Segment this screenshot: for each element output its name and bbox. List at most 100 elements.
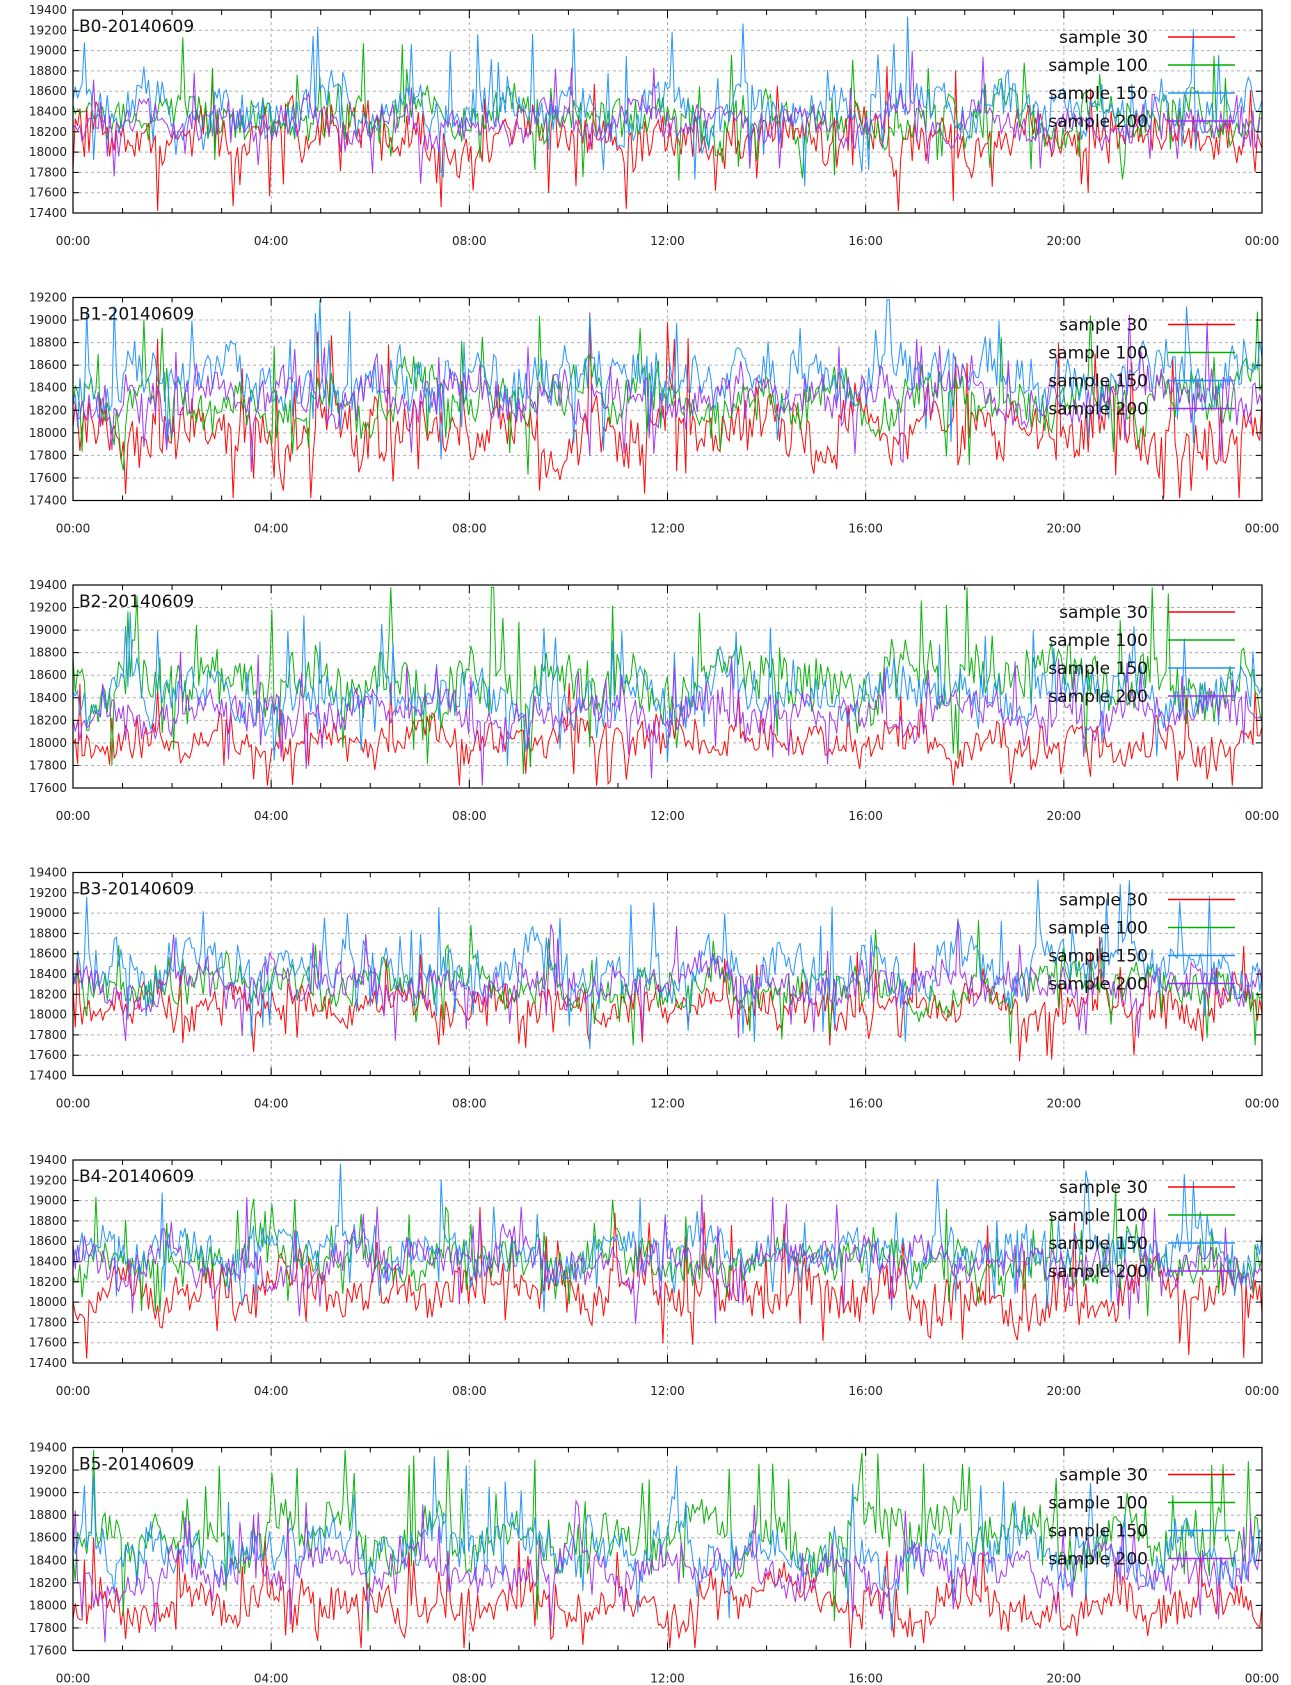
y-tick-label: 19200 xyxy=(29,23,67,37)
x-tick-label: 08:00 xyxy=(452,1097,487,1111)
series-line xyxy=(72,1188,1263,1317)
legend-label: sample 30 xyxy=(1059,1466,1148,1486)
x-tick-label: 20:00 xyxy=(1047,234,1082,248)
y-tick-label: 18800 xyxy=(29,336,67,350)
legend-label: sample 200 xyxy=(1048,687,1148,707)
x-tick-label: 00:00 xyxy=(1245,1672,1280,1685)
legend-label: sample 200 xyxy=(1048,975,1148,995)
y-tick-label: 18600 xyxy=(29,668,67,682)
y-tick-label: 19000 xyxy=(29,623,67,637)
x-tick-label: 00:00 xyxy=(1245,234,1280,248)
legend-label: sample 100 xyxy=(1048,631,1148,651)
x-tick-label: 04:00 xyxy=(254,522,289,536)
y-tick-label: 19200 xyxy=(29,1463,67,1477)
x-tick-label: 20:00 xyxy=(1047,1384,1082,1398)
y-tick-label: 17800 xyxy=(29,1028,67,1042)
y-tick-label: 18600 xyxy=(29,1234,67,1248)
x-tick-label: 20:00 xyxy=(1047,809,1082,823)
legend-label: sample 150 xyxy=(1048,1234,1148,1254)
panel-title: B0-20140609 xyxy=(79,17,194,37)
y-tick-label: 18800 xyxy=(29,1508,67,1522)
y-tick-label: 18400 xyxy=(29,691,67,705)
series-line xyxy=(72,16,1263,187)
y-tick-label: 17400 xyxy=(29,494,67,508)
y-tick-label: 17600 xyxy=(29,471,67,485)
x-tick-label: 16:00 xyxy=(848,234,883,248)
series-line xyxy=(72,1194,1263,1324)
chart-panel: 17400 17600 17800 18000 18200 18400 18600 18800… xyxy=(29,866,1279,1111)
y-tick-label: 19000 xyxy=(29,44,67,58)
panel-title: B1-20140609 xyxy=(79,305,194,325)
x-tick-label: 00:00 xyxy=(56,1384,91,1398)
y-tick-label: 18200 xyxy=(29,403,67,417)
x-tick-label: 00:00 xyxy=(1245,809,1280,823)
legend-label: sample 30 xyxy=(1059,891,1148,911)
y-tick-label: 17400 xyxy=(29,1069,67,1083)
y-tick-label: 17600 xyxy=(29,781,67,795)
y-tick-label: 18600 xyxy=(29,358,67,372)
legend-label: sample 200 xyxy=(1048,112,1148,132)
x-tick-label: 12:00 xyxy=(650,1097,685,1111)
y-tick-label: 18600 xyxy=(29,947,67,961)
x-tick-label: 08:00 xyxy=(452,1384,487,1398)
y-tick-label: 18000 xyxy=(29,145,67,159)
y-tick-label: 18400 xyxy=(29,1553,67,1567)
y-tick-label: 19000 xyxy=(29,1194,67,1208)
series-line xyxy=(72,1456,1263,1632)
y-tick-label: 17400 xyxy=(29,1356,67,1370)
y-tick-label: 19400 xyxy=(29,866,67,880)
x-tick-label: 04:00 xyxy=(254,1097,289,1111)
x-tick-label: 20:00 xyxy=(1047,1097,1082,1111)
series-line xyxy=(72,37,1263,181)
y-tick-label: 18200 xyxy=(29,125,67,139)
x-tick-label: 08:00 xyxy=(452,1672,487,1685)
y-tick-label: 19200 xyxy=(29,886,67,900)
x-tick-label: 00:00 xyxy=(56,1672,91,1685)
legend-label: sample 150 xyxy=(1048,84,1148,104)
chart-panel: 17600 17800 18000 18200 18400 18600 18800 19000… xyxy=(29,578,1279,823)
legend-label: sample 150 xyxy=(1048,659,1148,679)
legend-label: sample 100 xyxy=(1048,56,1148,76)
series-line xyxy=(72,651,1263,786)
x-tick-label: 16:00 xyxy=(848,1097,883,1111)
y-tick-label: 18800 xyxy=(29,646,67,660)
panel-title: B2-20140609 xyxy=(79,592,194,612)
panel-title: B3-20140609 xyxy=(79,880,194,900)
y-tick-label: 17800 xyxy=(29,1315,67,1329)
x-tick-label: 12:00 xyxy=(650,1384,685,1398)
y-tick-label: 18200 xyxy=(29,1576,67,1590)
legend-label: sample 30 xyxy=(1059,316,1148,336)
y-tick-label: 19400 xyxy=(29,1441,67,1455)
y-tick-label: 18000 xyxy=(29,1295,67,1309)
x-tick-label: 00:00 xyxy=(1245,1384,1280,1398)
legend-label: sample 150 xyxy=(1048,372,1148,392)
legend-label: sample 30 xyxy=(1059,1178,1148,1198)
x-tick-label: 12:00 xyxy=(650,809,685,823)
legend-label: sample 150 xyxy=(1048,1522,1148,1542)
x-tick-label: 08:00 xyxy=(452,234,487,248)
x-tick-label: 04:00 xyxy=(254,1384,289,1398)
y-tick-label: 19000 xyxy=(29,906,67,920)
series-line xyxy=(72,682,1263,786)
series-line xyxy=(72,920,1263,1046)
chart-panel: 17400 17600 17800 18000 18200 18400 18600 18800… xyxy=(29,1153,1279,1398)
x-tick-label: 12:00 xyxy=(650,1672,685,1685)
legend-label: sample 30 xyxy=(1059,28,1148,48)
x-tick-label: 08:00 xyxy=(452,522,487,536)
y-tick-label: 18600 xyxy=(29,1531,67,1545)
x-tick-label: 04:00 xyxy=(254,1672,289,1685)
y-tick-label: 19400 xyxy=(29,1153,67,1167)
y-tick-label: 17600 xyxy=(29,186,67,200)
series-line xyxy=(72,50,1263,184)
x-tick-label: 04:00 xyxy=(254,234,289,248)
y-tick-label: 18000 xyxy=(29,1008,67,1022)
y-tick-label: 18000 xyxy=(29,736,67,750)
series-line xyxy=(72,1536,1263,1649)
chart-panel: 17400 17600 17800 18000 18200 18400 18600 18800… xyxy=(29,3,1279,248)
y-tick-label: 18400 xyxy=(29,967,67,981)
x-tick-label: 00:00 xyxy=(56,809,91,823)
y-tick-label: 17800 xyxy=(29,1621,67,1635)
y-tick-label: 18800 xyxy=(29,64,67,78)
y-tick-label: 17800 xyxy=(29,448,67,462)
